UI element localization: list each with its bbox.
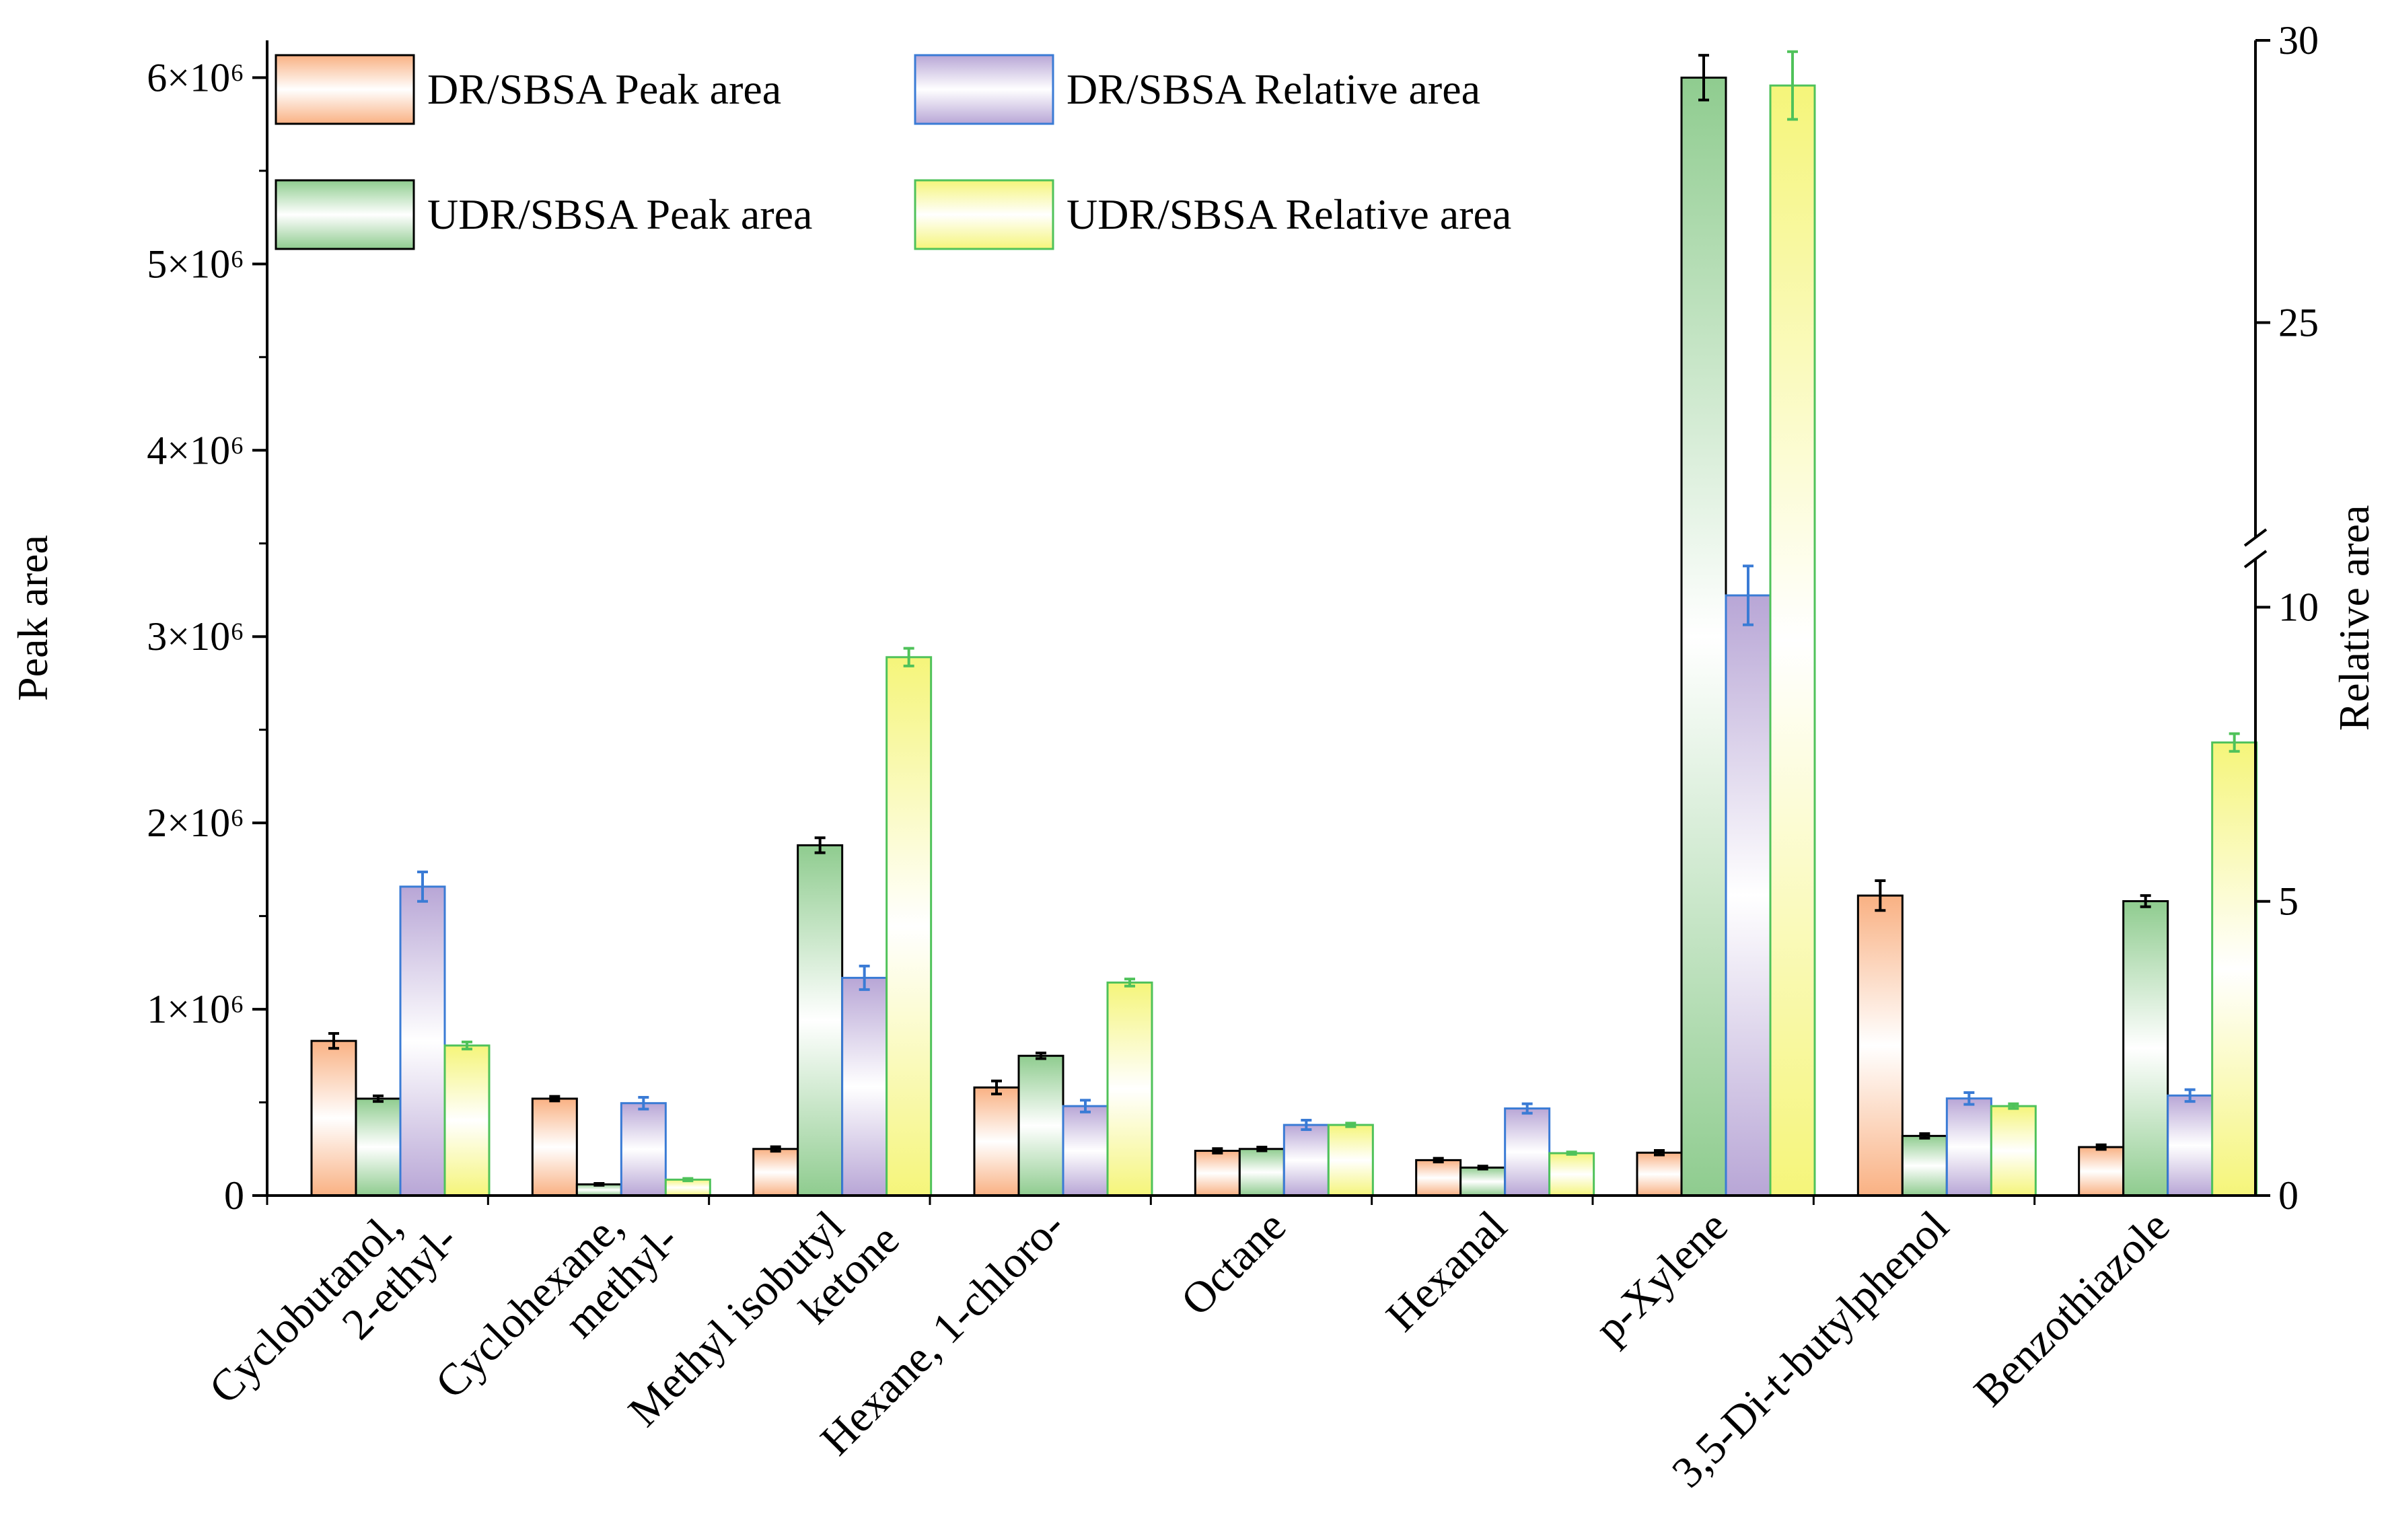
legend: DR/SBSA Peak area DR/SBSA Relative area UD…	[275, 54, 1511, 250]
x-category-label: Hexanal	[1377, 1202, 1516, 1341]
y-tick-label: 5×10⁶	[147, 242, 244, 286]
bar-udr-sbsa-relative-area-4	[1327, 1124, 1374, 1197]
break-band	[267, 540, 2255, 556]
y2-tick-label: 25	[2278, 300, 2319, 344]
y-axis-title: Peak area	[9, 535, 57, 701]
bar-dr-sbsa-peak-area-0	[310, 1039, 357, 1197]
bar-dr-sbsa-peak-area-7	[1856, 894, 1904, 1197]
legend-label: UDR/SBSA Peak area	[427, 190, 812, 238]
x-category-label-group: Octane	[1171, 1202, 1295, 1325]
bar-dr-sbsa-peak-area-2	[752, 1148, 799, 1197]
x-category-label-group: Hexanal	[1377, 1202, 1516, 1341]
y-tick-label: 0	[224, 1173, 244, 1218]
y-tick-label: 2×10⁶	[147, 801, 244, 845]
y2-axis-title: Relative area	[2330, 505, 2378, 731]
x-category-label-group: Benzothiazole	[1965, 1202, 2179, 1416]
y2-tick-label: 0	[2278, 1173, 2299, 1218]
legend-label: UDR/SBSA Relative area	[1067, 190, 1511, 238]
bar-udr-sbsa-relative-area-2	[885, 656, 933, 1197]
y2-tick-label: 30	[2278, 18, 2319, 63]
y-tick-label: 3×10⁶	[147, 614, 244, 659]
bar-udr-sbsa-peak-area-8	[2122, 900, 2169, 1197]
bar-udr-sbsa-relative-area-0	[443, 1044, 491, 1197]
y-tick-label: 6×10⁶	[147, 55, 244, 100]
legend-swatch	[275, 179, 415, 250]
bars-layer	[267, 50, 2258, 1197]
bar-udr-sbsa-peak-area-4	[1238, 1148, 1285, 1197]
bar-udr-sbsa-relative-area-7	[1990, 1105, 2037, 1197]
y-tick-label: 1×10⁶	[147, 987, 244, 1031]
bar-udr-sbsa-peak-area-7	[1901, 1134, 1948, 1197]
legend-label: DR/SBSA Peak area	[427, 65, 781, 113]
y2-tick-label: 10	[2278, 585, 2319, 629]
bar-udr-sbsa-peak-area-6	[1680, 76, 1727, 1197]
bar-udr-sbsa-relative-area-3	[1106, 981, 1153, 1197]
legend-label: DR/SBSA Relative area	[1067, 65, 1480, 113]
bar-dr-sbsa-relative-area-8	[2167, 1094, 2214, 1197]
x-category-label: Benzothiazole	[1965, 1202, 2179, 1416]
bar-dr-sbsa-relative-area-1	[620, 1102, 667, 1197]
axis-break-mark	[2243, 550, 2268, 569]
bar-dr-sbsa-relative-area-4	[1282, 1124, 1330, 1197]
bar-dr-sbsa-relative-area-2	[841, 976, 888, 1197]
bar-udr-sbsa-peak-area-3	[1017, 1054, 1064, 1197]
bar-dr-sbsa-peak-area-6	[1636, 1151, 1683, 1197]
bar-dr-sbsa-relative-area-6	[1725, 594, 1772, 1197]
bar-udr-sbsa-relative-area-6	[1769, 84, 1816, 1197]
bar-udr-sbsa-peak-area-2	[797, 844, 844, 1197]
legend-swatch	[914, 54, 1054, 125]
bar-udr-sbsa-relative-area-8	[2211, 741, 2258, 1197]
y-tick-label: 4×10⁶	[147, 428, 244, 472]
bar-udr-sbsa-relative-area-5	[1548, 1152, 1595, 1197]
bar-dr-sbsa-peak-area-5	[1415, 1159, 1462, 1197]
x-category-label: Octane	[1171, 1202, 1295, 1325]
x-category-label: p-Xylene	[1586, 1202, 1737, 1353]
x-category-label-group: p-Xylene	[1586, 1202, 1737, 1353]
legend-swatch	[914, 179, 1054, 250]
bar-dr-sbsa-relative-area-3	[1062, 1105, 1109, 1197]
bar-dr-sbsa-relative-area-0	[399, 885, 446, 1197]
legend-swatch	[275, 54, 415, 125]
bar-dr-sbsa-peak-area-1	[531, 1097, 578, 1197]
bar-udr-sbsa-peak-area-5	[1459, 1166, 1507, 1197]
bar-dr-sbsa-peak-area-3	[973, 1086, 1020, 1197]
bar-udr-sbsa-peak-area-0	[355, 1097, 402, 1197]
axis-break-mark	[2243, 528, 2268, 547]
bar-dr-sbsa-peak-area-8	[2078, 1146, 2125, 1197]
bar-dr-sbsa-relative-area-5	[1504, 1107, 1551, 1197]
bar-dr-sbsa-relative-area-7	[1945, 1097, 1992, 1197]
bar-dr-sbsa-peak-area-4	[1194, 1150, 1241, 1197]
y2-tick-label: 5	[2278, 879, 2299, 924]
x-category-label-group: Cyclobutanol,2-ethyl-	[200, 1202, 467, 1414]
